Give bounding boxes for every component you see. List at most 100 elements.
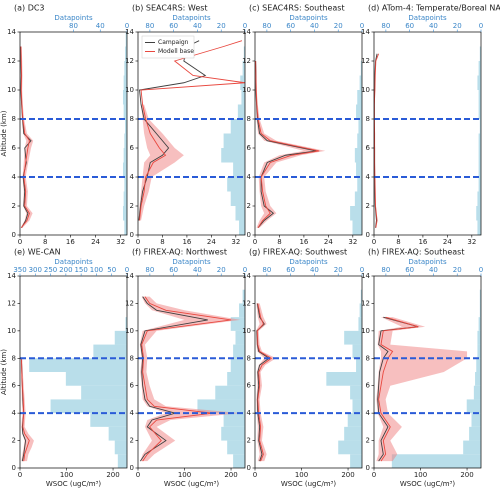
y-tick-label: 12 xyxy=(125,57,134,65)
y-tick-label: 14 xyxy=(125,28,134,36)
x-tick-label: 8 xyxy=(396,238,400,246)
x-tick-label: 16 xyxy=(299,238,308,246)
spread-band xyxy=(20,358,34,462)
y-tick-label: 8 xyxy=(247,115,251,123)
histogram-bar xyxy=(477,330,481,345)
x2-tick-label: 150 xyxy=(74,266,87,274)
legend-label: Campaign xyxy=(158,39,189,46)
x-tick-label: 0 xyxy=(18,238,22,246)
y-tick-label: 2 xyxy=(247,437,251,445)
x2-tick-label: 20 xyxy=(217,22,226,30)
histogram-bar xyxy=(223,133,245,148)
x-tick-label: 0 xyxy=(136,471,140,479)
y-tick-label: 6 xyxy=(247,382,252,390)
histogram-bar xyxy=(243,46,245,61)
histogram-bar xyxy=(114,330,127,345)
spread-band xyxy=(255,61,326,228)
y-tick-label: 4 xyxy=(247,173,252,181)
x-tick-label: 0 xyxy=(253,238,257,246)
histogram-bar xyxy=(124,119,127,134)
panel-title: (b) SEAC4RS: West xyxy=(132,4,208,13)
x2-tick-label: 250 xyxy=(44,266,57,274)
y-tick-label: 4 xyxy=(130,409,135,417)
y-tick-label: 0 xyxy=(366,464,370,472)
x2-axis-label: Datapoints xyxy=(172,258,211,266)
y-tick-label: 2 xyxy=(247,202,251,210)
y-tick-label: 12 xyxy=(242,299,251,307)
histogram-bar xyxy=(357,177,362,192)
x-tick-label: 24 xyxy=(324,238,333,246)
histogram-bar xyxy=(356,104,362,119)
x2-tick-label: 0 xyxy=(360,266,364,274)
histogram-bar xyxy=(356,162,362,177)
histogram-bar xyxy=(29,358,127,372)
histogram-bar xyxy=(391,454,481,468)
histogram-bar xyxy=(235,206,245,221)
y-tick-label: 2 xyxy=(12,437,16,445)
y-tick-label: 8 xyxy=(247,354,251,362)
histogram-bar xyxy=(125,32,127,47)
y-tick-label: 4 xyxy=(366,173,371,181)
x2-tick-label: 60 xyxy=(286,266,295,274)
histogram-bar xyxy=(117,454,127,468)
histogram-bar xyxy=(477,220,481,235)
histogram-bar xyxy=(237,104,245,119)
y-tick-label: 2 xyxy=(130,437,134,445)
x-tick-label: 100 xyxy=(60,471,73,479)
histogram-bar xyxy=(123,191,127,206)
histogram-bar xyxy=(230,191,245,206)
x2-tick-label: 350 xyxy=(13,266,26,274)
y-tick-label: 14 xyxy=(361,272,370,280)
x2-tick-label: 40 xyxy=(96,22,105,30)
histogram-bar xyxy=(221,148,245,163)
x-axis-label: WSOC (ugC/m³) xyxy=(46,480,101,488)
panel-title: (f) FIREX-AQ: Northwest xyxy=(132,248,227,257)
panel xyxy=(376,289,481,468)
y-tick-label: 8 xyxy=(366,115,370,123)
panel-title: (d) ATom-4: Temperate/Boreal NA xyxy=(368,4,500,13)
x2-tick-label: 20 xyxy=(453,266,462,274)
histogram-bar xyxy=(242,289,245,304)
y-tick-label: 0 xyxy=(12,231,16,239)
x2-tick-label: 40 xyxy=(429,266,438,274)
y-tick-label: 12 xyxy=(361,57,370,65)
x-axis-label: WSOC (ugC/m³) xyxy=(400,480,455,488)
x2-tick-label: 40 xyxy=(310,22,319,30)
x2-tick-label: 20 xyxy=(453,22,462,30)
spread-band xyxy=(139,296,241,462)
panel-title: (a) DC3 xyxy=(14,4,45,13)
plot-frame xyxy=(373,275,482,469)
profile-line xyxy=(20,358,30,462)
histogram-bar xyxy=(233,454,245,468)
histogram-bar xyxy=(471,413,481,427)
x2-axis-label: Datapoints xyxy=(54,258,93,266)
x2-tick-label: 20 xyxy=(217,266,226,274)
x2-tick-label: 0 xyxy=(243,22,247,30)
x-axis-label: WSOC (ugC/m³) xyxy=(281,480,336,488)
histogram-bar xyxy=(477,75,481,90)
panel-title: (e) WE-CAN xyxy=(14,248,61,257)
histogram-bar xyxy=(477,344,481,359)
y-tick-label: 6 xyxy=(12,382,17,390)
y-tick-label: 8 xyxy=(366,354,370,362)
histogram-bar xyxy=(124,177,127,192)
x2-tick-label: 80 xyxy=(262,22,271,30)
histogram-bar xyxy=(124,46,127,61)
legend-label: Modell base xyxy=(158,48,194,55)
y-tick-label: 4 xyxy=(247,409,252,417)
histogram-bar xyxy=(124,220,127,235)
histogram-bar xyxy=(357,133,362,148)
y-tick-label: 12 xyxy=(125,299,134,307)
x-tick-label: 32 xyxy=(467,238,476,246)
plot-frame xyxy=(19,31,128,236)
histogram-bar xyxy=(125,317,127,331)
histogram-bar xyxy=(354,191,362,206)
histogram-bar xyxy=(352,344,362,359)
y-tick-label: 2 xyxy=(130,202,134,210)
x2-tick-label: 40 xyxy=(193,22,202,30)
x-tick-label: 24 xyxy=(207,238,216,246)
histogram-bar xyxy=(347,413,362,427)
histogram-bar xyxy=(479,303,481,318)
histogram-bar xyxy=(352,220,362,235)
histogram-bar xyxy=(359,303,362,318)
